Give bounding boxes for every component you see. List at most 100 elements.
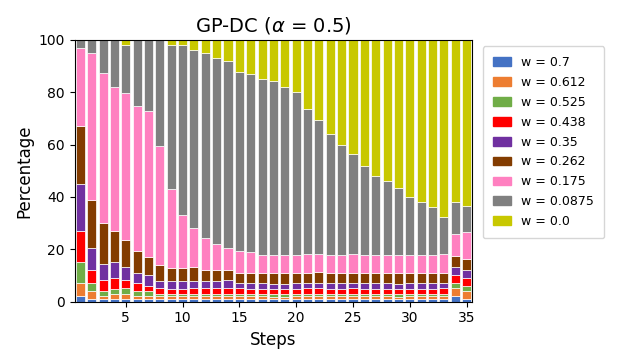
Bar: [269, 255, 278, 273]
Bar: [440, 254, 448, 273]
Bar: [451, 296, 460, 302]
Bar: [417, 273, 426, 284]
Bar: [144, 40, 153, 111]
Bar: [133, 252, 142, 273]
Bar: [235, 72, 244, 252]
Bar: [291, 254, 301, 273]
Bar: [348, 273, 358, 283]
Bar: [167, 45, 176, 189]
Bar: [337, 40, 346, 145]
Bar: [371, 284, 380, 289]
Bar: [133, 106, 142, 252]
Bar: [440, 40, 448, 217]
Bar: [314, 294, 324, 296]
Bar: [337, 289, 346, 294]
Bar: [314, 283, 324, 288]
Bar: [326, 40, 335, 134]
Bar: [133, 40, 142, 106]
Bar: [428, 297, 437, 299]
Bar: [462, 40, 471, 206]
Bar: [314, 120, 324, 254]
Bar: [337, 297, 346, 299]
Bar: [167, 294, 176, 297]
Bar: [76, 126, 85, 184]
Bar: [178, 45, 187, 215]
Bar: [326, 289, 335, 294]
Bar: [314, 254, 324, 272]
Bar: [212, 244, 221, 270]
Bar: [348, 296, 358, 299]
Bar: [201, 281, 210, 289]
Bar: [360, 284, 369, 289]
Bar: [291, 284, 301, 289]
Bar: [246, 252, 255, 273]
Bar: [440, 273, 448, 283]
Bar: [76, 284, 85, 297]
Bar: [189, 296, 198, 299]
Bar: [326, 134, 335, 254]
Bar: [99, 291, 108, 296]
Bar: [223, 296, 232, 299]
Bar: [235, 40, 244, 72]
Bar: [314, 288, 324, 294]
Bar: [394, 297, 403, 299]
Bar: [110, 40, 119, 87]
Bar: [201, 270, 210, 281]
Bar: [122, 40, 130, 45]
Bar: [394, 289, 403, 294]
Bar: [337, 273, 346, 284]
Bar: [280, 294, 290, 297]
Bar: [76, 48, 85, 126]
Bar: [246, 74, 255, 252]
Bar: [428, 254, 437, 273]
Bar: [462, 232, 471, 259]
Bar: [144, 296, 153, 299]
Bar: [246, 294, 255, 297]
Bar: [371, 254, 380, 273]
Bar: [144, 257, 153, 275]
Bar: [156, 294, 164, 296]
Bar: [189, 40, 198, 51]
Bar: [462, 291, 471, 299]
Bar: [87, 283, 96, 291]
Bar: [99, 296, 108, 299]
Bar: [212, 289, 221, 294]
Bar: [246, 299, 255, 302]
Bar: [405, 284, 414, 289]
Bar: [451, 256, 460, 266]
Bar: [417, 202, 426, 254]
Bar: [122, 93, 130, 240]
Bar: [87, 200, 96, 248]
Bar: [212, 270, 221, 281]
Bar: [280, 40, 290, 87]
Bar: [223, 270, 232, 280]
Bar: [167, 189, 176, 268]
Bar: [280, 255, 290, 273]
Bar: [87, 291, 96, 299]
Bar: [133, 296, 142, 299]
Bar: [133, 283, 142, 291]
Bar: [360, 299, 369, 302]
Bar: [122, 267, 130, 280]
Bar: [189, 281, 198, 289]
Bar: [303, 40, 312, 108]
Bar: [212, 296, 221, 299]
Bar: [201, 299, 210, 302]
Bar: [76, 262, 85, 284]
Bar: [87, 248, 96, 270]
Bar: [303, 254, 312, 273]
Bar: [122, 240, 130, 267]
Bar: [303, 296, 312, 299]
Bar: [257, 294, 267, 297]
Bar: [99, 72, 108, 223]
Bar: [201, 40, 210, 53]
Bar: [280, 299, 290, 302]
Bar: [291, 40, 301, 92]
Bar: [337, 294, 346, 297]
Bar: [110, 289, 119, 294]
Bar: [440, 283, 448, 289]
Bar: [451, 275, 460, 283]
Bar: [303, 299, 312, 302]
Bar: [383, 40, 392, 181]
Bar: [122, 299, 130, 302]
